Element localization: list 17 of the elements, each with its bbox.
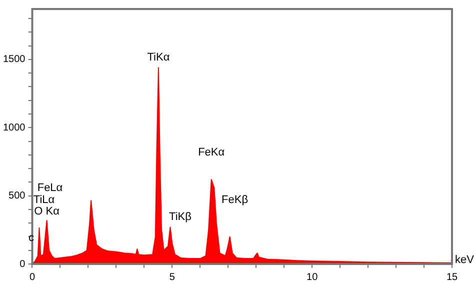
y-tick-label: 0 — [20, 258, 26, 270]
x-tick-label: 10 — [306, 272, 318, 283]
annotation: FeLα — [37, 182, 64, 194]
annotation: TiLα — [33, 194, 56, 206]
annotation: TiKα — [147, 52, 170, 64]
x-tick-label: 0 — [29, 272, 36, 283]
annotation: TiKβ — [168, 211, 192, 224]
y-tick-label: 500 — [8, 190, 26, 202]
x-axis-title: keV — [455, 254, 474, 266]
x-tick-label: 5 — [169, 272, 176, 283]
annotation: O Kα — [34, 205, 60, 218]
annotation: FeKβ — [222, 194, 248, 206]
y-tick-label: 1000 — [2, 122, 26, 134]
annotation: FeKα — [198, 146, 226, 158]
annotation: c — [28, 232, 34, 244]
x-tick-label: 15 — [446, 272, 458, 283]
y-tick-label: 1500 — [2, 54, 26, 66]
